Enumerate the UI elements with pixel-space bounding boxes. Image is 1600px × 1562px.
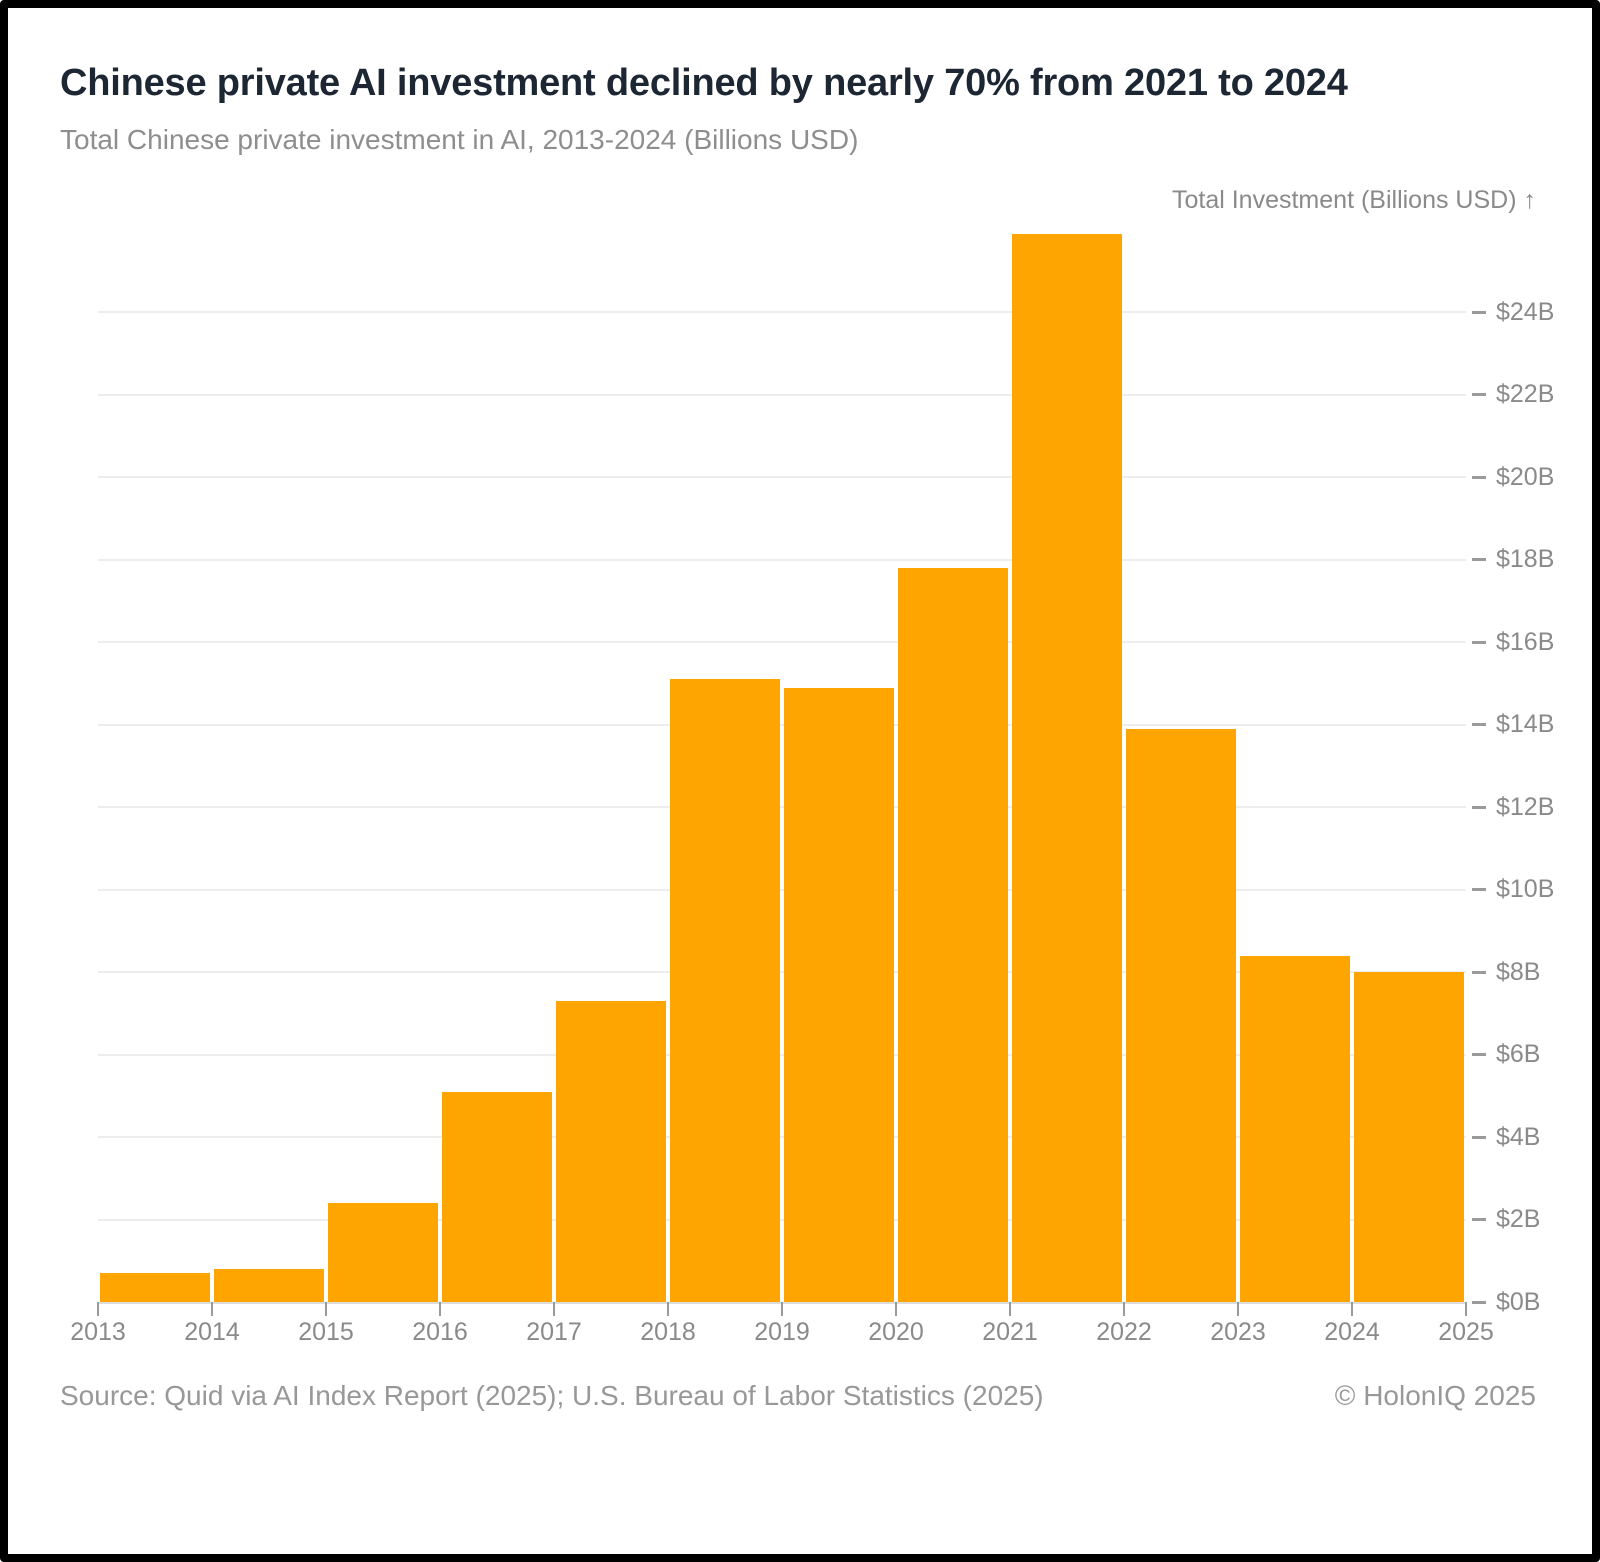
chart-subtitle: Total Chinese private investment in AI, … [60,124,859,155]
y-tick-dash [1472,475,1486,479]
bar-2016 [442,1091,552,1302]
gridline [98,888,1466,891]
x-tick [97,1302,99,1316]
bar-2021 [1012,234,1122,1302]
x-tick [1009,1302,1011,1316]
x-tick [1351,1302,1353,1316]
y-tick-dash [1472,1218,1486,1222]
x-axis-label: 2014 [184,1318,240,1346]
bar-2015 [328,1203,438,1302]
y-tick: $16B [1472,627,1554,657]
y-tick-label: $10B [1496,875,1555,904]
y-axis-ticks: $0B $2B $4B $6B $8B $10B $12B $14B $16B $18B $20B $… [1472,230,1592,1316]
gridline [98,476,1466,479]
gridline [98,1218,1466,1221]
x-axis-label: 2013 [70,1318,126,1346]
x-axis-label: 2019 [754,1318,810,1346]
y-tick-label: $14B [1496,710,1555,739]
gridline [98,971,1466,974]
gridline [98,641,1466,644]
footer: Source: Quid via AI Index Report (2025);… [60,1380,1536,1412]
bar-2019 [784,687,894,1302]
y-tick: $10B [1472,875,1554,905]
y-tick: $0B [1472,1287,1540,1317]
x-tick [1237,1302,1239,1316]
x-axis-label: 2016 [412,1318,468,1346]
x-axis-label: 2024 [1324,1318,1380,1346]
x-axis-label: 2021 [982,1318,1038,1346]
bar-2017 [556,1001,666,1302]
x-tick [1465,1302,1467,1316]
x-tick [895,1302,897,1316]
gridline [98,723,1466,726]
y-tick-dash [1472,393,1486,397]
source-note: Source: Quid via AI Index Report (2025);… [60,1380,1044,1411]
bar-2023 [1240,955,1350,1302]
y-tick-label: $18B [1496,545,1555,574]
gridline [98,393,1466,396]
y-tick: $24B [1472,297,1554,327]
y-tick-label: $8B [1496,957,1541,986]
y-tick-label: $2B [1496,1205,1541,1234]
bar-2022 [1126,728,1236,1302]
y-tick-label: $12B [1496,792,1555,821]
bar-2013 [100,1273,210,1302]
y-tick-dash [1472,1053,1486,1057]
gridline [98,806,1466,809]
y-tick: $20B [1472,462,1554,492]
bar-2020 [898,568,1008,1302]
y-tick: $18B [1472,545,1554,575]
x-axis-label: 2018 [640,1318,696,1346]
bar-2014 [214,1269,324,1302]
y-tick-label: $24B [1496,297,1555,326]
y-tick-dash [1472,640,1486,644]
gridline [98,558,1466,561]
y-axis-title: Total Investment (Billions USD) ↑ [1171,186,1536,214]
y-tick-label: $20B [1496,462,1555,491]
x-axis-label: 2023 [1210,1318,1266,1346]
x-tick [211,1302,213,1316]
x-axis-label: 2015 [298,1318,354,1346]
copyright-note: © HolonIQ 2025 [1334,1380,1536,1411]
bar-2018 [670,679,780,1302]
y-tick-label: $22B [1496,380,1555,409]
gridline [98,311,1466,314]
x-tick [667,1302,669,1316]
x-tick [439,1302,441,1316]
chart-title: Chinese private AI investment declined b… [60,62,1348,104]
y-tick-dash [1472,558,1486,562]
y-tick-dash [1472,805,1486,809]
plot-area [98,230,1466,1304]
y-tick-label: $4B [1496,1122,1541,1151]
y-tick: $8B [1472,957,1540,987]
x-axis-label: 2022 [1096,1318,1152,1346]
y-tick-label: $6B [1496,1040,1541,1069]
x-tick [553,1302,555,1316]
y-tick: $4B [1472,1122,1540,1152]
y-tick: $22B [1472,380,1554,410]
gridline [98,1136,1466,1139]
bar-2024 [1354,972,1464,1302]
x-tick [325,1302,327,1316]
x-axis-label: 2020 [868,1318,924,1346]
y-tick-dash [1472,1135,1486,1139]
y-tick-dash [1472,888,1486,892]
x-tick [781,1302,783,1316]
y-tick-label: $16B [1496,627,1555,656]
y-tick-label: $0B [1496,1287,1541,1316]
gridline [98,1053,1466,1056]
y-tick-dash [1472,970,1486,974]
x-axis-label: 2025 [1438,1318,1494,1346]
y-tick-dash [1472,310,1486,314]
y-tick: $2B [1472,1205,1540,1235]
y-tick: $14B [1472,710,1554,740]
y-tick-dash [1472,1300,1486,1304]
x-tick [1123,1302,1125,1316]
y-tick: $12B [1472,792,1554,822]
x-axis-label: 2017 [526,1318,582,1346]
y-tick-dash [1472,723,1486,727]
y-tick: $6B [1472,1040,1540,1070]
